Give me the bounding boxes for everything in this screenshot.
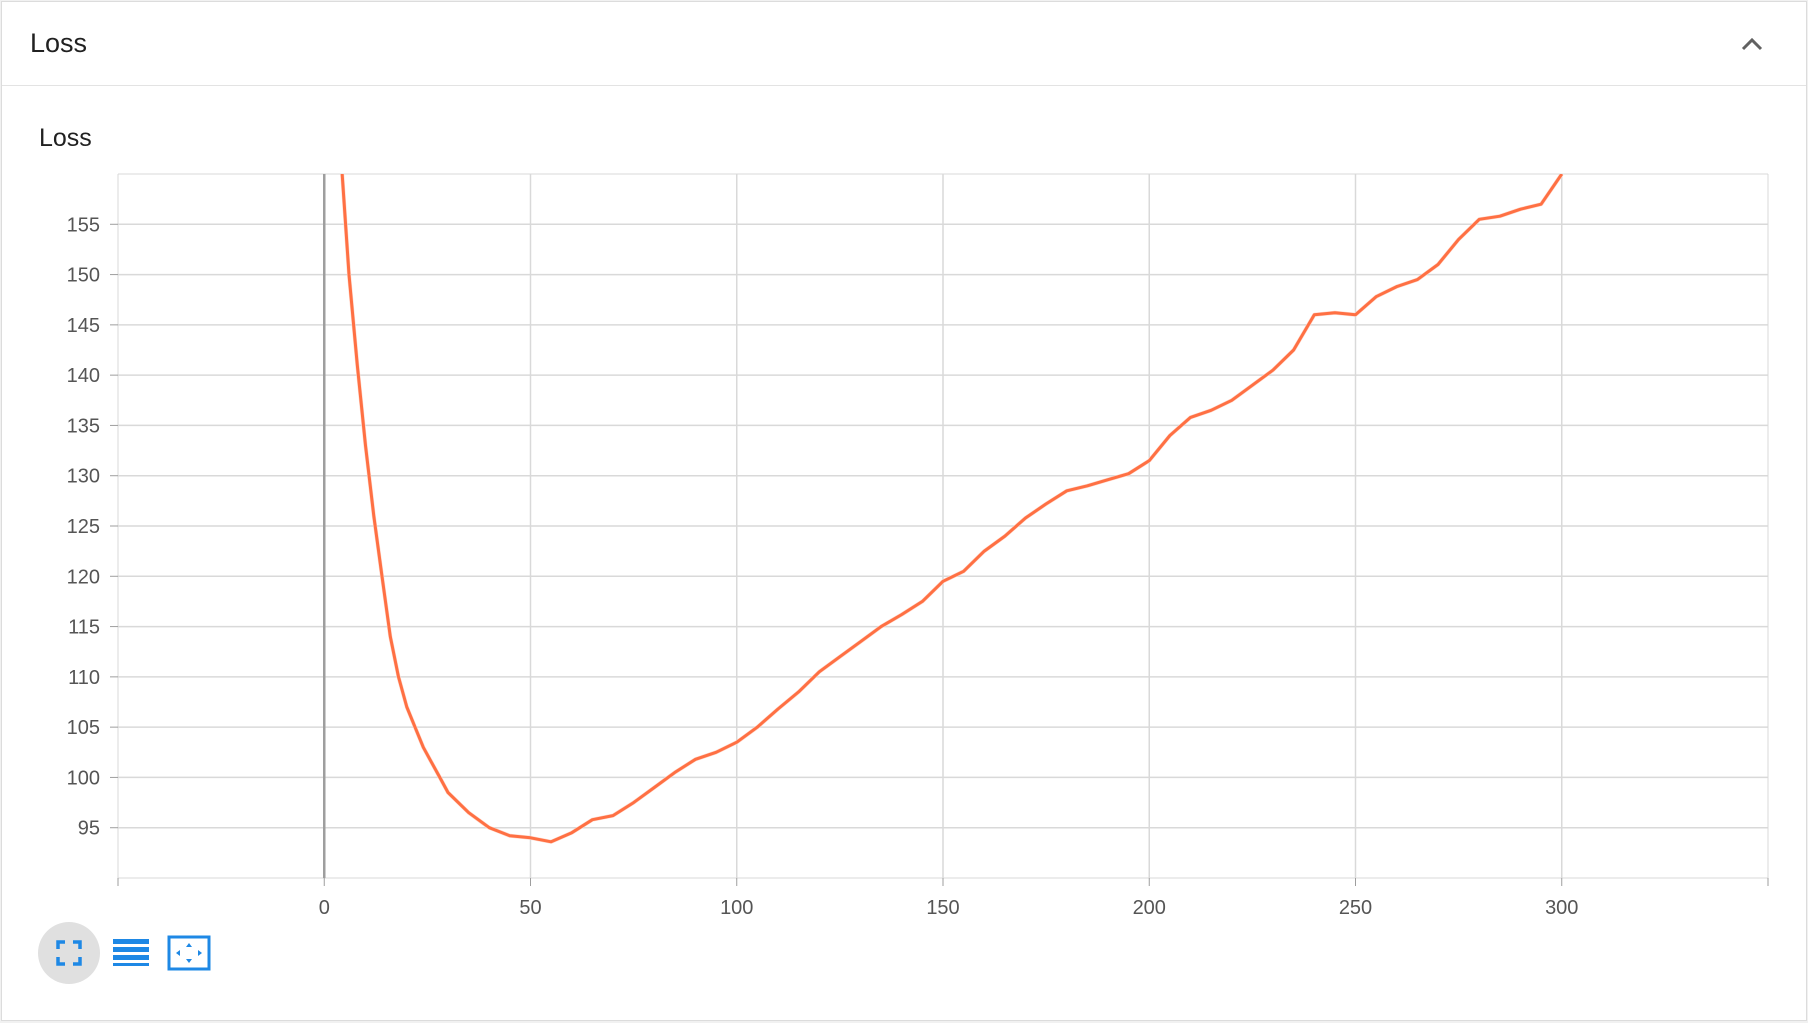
y-tick-label: 120: [67, 566, 100, 588]
y-tick-label: 145: [67, 315, 100, 337]
series-group: [340, 174, 1564, 844]
x-tick-label: 0: [319, 897, 330, 919]
fit-domain-button[interactable]: [158, 922, 220, 984]
x-tick-label: 200: [1133, 897, 1166, 919]
lines-icon: [113, 939, 149, 966]
chart-toolbar: [38, 922, 238, 984]
chart-title: Loss: [39, 124, 92, 152]
card-title: Loss: [30, 28, 88, 58]
x-tick-label: 100: [720, 897, 753, 919]
fit-to-data-icon: [167, 935, 211, 971]
toggle-log-scale-button[interactable]: [100, 922, 162, 984]
y-tick-label: 115: [68, 617, 100, 639]
y-tick-label: 95: [78, 818, 100, 840]
y-tick-label: 140: [67, 365, 100, 387]
y-tick-label: 105: [67, 717, 100, 739]
x-tick-label: 50: [519, 897, 541, 919]
y-tick-label: 155: [67, 214, 100, 236]
y-tick-label: 130: [67, 466, 100, 488]
y-tick-label: 125: [67, 516, 100, 538]
y-tick-label: 110: [68, 667, 100, 689]
card-header[interactable]: Loss: [2, 2, 1806, 86]
fullscreen-icon: [56, 940, 82, 966]
fullscreen-button[interactable]: [38, 922, 100, 984]
loss-series-line: [340, 174, 1564, 844]
collapse-button[interactable]: [1734, 26, 1770, 62]
y-tick-label: 100: [67, 767, 100, 789]
x-tick-label: 150: [926, 897, 959, 919]
loss-raw-line: [340, 174, 1564, 844]
y-tick-label: 135: [67, 415, 100, 437]
chevron-up-icon: [1741, 37, 1763, 51]
x-tick-label: 300: [1545, 897, 1578, 919]
y-tick-label: 150: [67, 265, 100, 287]
x-tick-label: 250: [1339, 897, 1372, 919]
